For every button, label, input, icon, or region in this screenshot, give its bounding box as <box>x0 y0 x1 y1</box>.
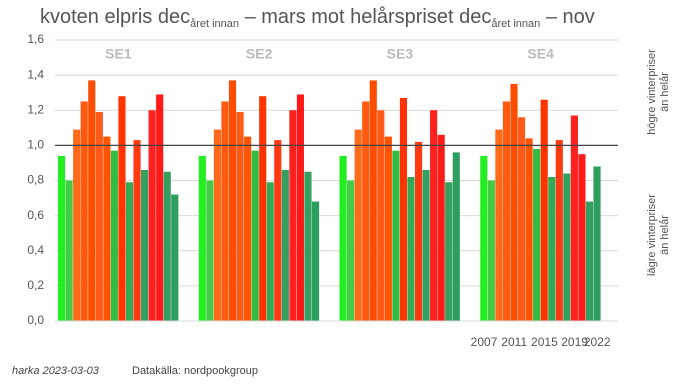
bar <box>487 180 495 321</box>
bar <box>392 150 400 321</box>
bar <box>525 138 533 321</box>
bar <box>563 173 571 321</box>
bar <box>495 129 503 321</box>
bar <box>311 201 320 321</box>
title-sub: året innan <box>190 18 239 30</box>
bar <box>502 101 511 321</box>
bar <box>437 134 445 321</box>
bar <box>65 180 73 321</box>
y-tick-label: 1,2 <box>27 102 44 116</box>
side-label: högre vinterpriser <box>646 49 658 135</box>
y-tick-label: 1,0 <box>27 138 44 152</box>
bar <box>236 112 244 321</box>
x-tick-label: 2011 <box>501 335 527 349</box>
bar <box>540 99 548 322</box>
bar <box>125 182 134 321</box>
side-label: än helår <box>659 215 671 255</box>
bar <box>422 169 430 321</box>
bar <box>548 176 556 321</box>
bar <box>407 176 415 321</box>
bar <box>118 96 126 321</box>
title-part: – nov <box>540 6 594 28</box>
author: harka 2023-03-03 <box>12 365 100 377</box>
bar <box>304 171 312 321</box>
bar <box>452 152 460 321</box>
bar <box>156 94 164 321</box>
y-tick-label: 0,8 <box>27 173 44 187</box>
x-tick-label: 2015 <box>531 335 558 349</box>
side-label: lägre vinterpriser <box>646 194 658 276</box>
bar <box>148 110 156 321</box>
bar <box>133 140 141 321</box>
bar <box>95 112 103 321</box>
x-tick-label: 2022 <box>584 335 611 349</box>
y-tick-label: 0,6 <box>27 208 44 222</box>
title-part: kvoten elpris dec <box>40 6 190 28</box>
bar <box>555 140 563 321</box>
group-label: SE2 <box>246 46 273 62</box>
bar <box>206 180 214 321</box>
bar <box>244 136 252 321</box>
bar <box>221 101 229 321</box>
bar <box>533 148 541 321</box>
chart-title: kvoten elpris decåret innan – mars mot h… <box>40 6 595 30</box>
bar <box>73 129 81 321</box>
bar <box>593 166 601 321</box>
bar <box>58 155 66 321</box>
bar <box>384 136 392 321</box>
bar <box>414 141 423 321</box>
group-label: SE4 <box>527 46 554 62</box>
source: Datakälla: nordpookgroup <box>132 365 258 377</box>
bar <box>163 171 171 321</box>
bar <box>141 169 149 321</box>
bar <box>585 201 594 321</box>
bar <box>274 140 282 321</box>
bar <box>377 110 385 321</box>
bar <box>110 150 118 321</box>
bar <box>517 117 526 322</box>
bar <box>213 129 221 321</box>
bar <box>198 155 206 321</box>
bar <box>369 80 377 321</box>
bar <box>281 169 289 321</box>
bar <box>445 182 453 321</box>
side-label: än helår <box>659 72 671 112</box>
title-part: – mars mot helårspriset dec <box>239 6 491 28</box>
group-label: SE3 <box>387 46 414 62</box>
x-tick-label: 2019 <box>561 335 588 349</box>
bar <box>510 83 518 321</box>
bar <box>480 155 488 321</box>
bar <box>103 136 111 321</box>
bar <box>347 180 355 321</box>
y-tick-label: 0,0 <box>27 313 44 327</box>
bar <box>339 155 347 321</box>
bar <box>430 110 438 321</box>
y-tick-label: 1,6 <box>27 32 44 46</box>
bar <box>251 150 259 321</box>
bar <box>289 110 297 321</box>
bar <box>171 194 179 321</box>
bar <box>296 94 305 321</box>
x-tick-label: 2007 <box>471 335 498 349</box>
bar <box>362 101 370 321</box>
bar <box>399 97 408 321</box>
y-tick-label: 0,4 <box>27 243 44 257</box>
bar <box>88 80 96 321</box>
bar <box>80 101 88 321</box>
bar <box>570 115 578 321</box>
bar <box>259 96 267 321</box>
group-label: SE1 <box>105 46 132 62</box>
bar <box>578 154 586 321</box>
title-sub: året innan <box>491 18 540 30</box>
y-tick-label: 0,2 <box>27 278 44 292</box>
bar <box>354 129 362 321</box>
bar <box>266 182 274 321</box>
bar <box>228 80 237 321</box>
y-tick-label: 1,4 <box>27 67 44 81</box>
